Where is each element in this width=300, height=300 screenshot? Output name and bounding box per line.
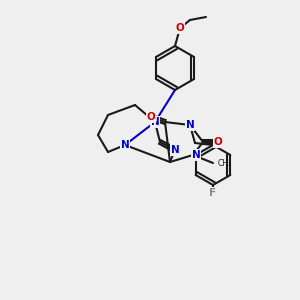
Text: N: N	[186, 120, 194, 130]
Text: O: O	[147, 112, 155, 122]
Text: F: F	[209, 188, 217, 198]
Text: N: N	[171, 145, 179, 155]
Text: N: N	[121, 140, 129, 150]
Text: CH₃: CH₃	[218, 158, 232, 167]
Text: O: O	[176, 23, 184, 33]
Text: N: N	[151, 117, 159, 127]
Text: N: N	[192, 150, 200, 160]
Text: O: O	[214, 137, 222, 147]
